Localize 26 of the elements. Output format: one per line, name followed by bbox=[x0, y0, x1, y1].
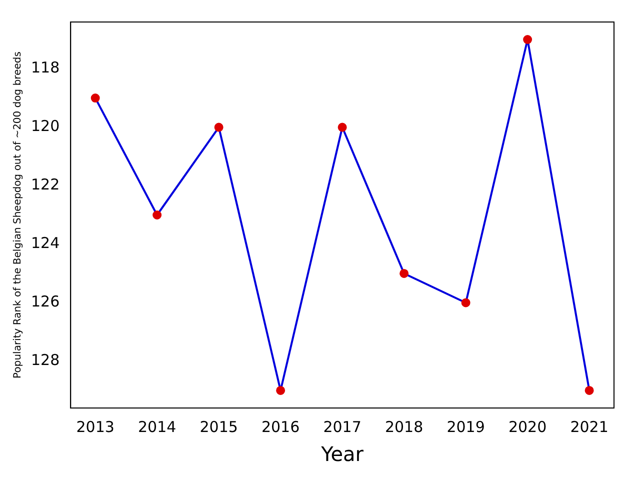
point bbox=[400, 268, 409, 278]
y-tick-label: 124 bbox=[30, 234, 60, 252]
x-tick-label: 2019 bbox=[446, 418, 485, 436]
point bbox=[338, 122, 347, 132]
x-tick-label: 2017 bbox=[323, 418, 362, 436]
x-tick-label: 2021 bbox=[570, 418, 608, 436]
x-tick-label: 2013 bbox=[76, 418, 114, 436]
point bbox=[90, 94, 100, 103]
y-tick-label: 126 bbox=[30, 292, 60, 311]
x-tick-label: 2020 bbox=[508, 418, 547, 436]
x-tick-label: 2014 bbox=[138, 418, 176, 436]
point bbox=[523, 35, 532, 44]
point bbox=[214, 122, 224, 132]
point bbox=[276, 386, 286, 395]
x-tick-label: 2016 bbox=[261, 418, 300, 436]
y-axis-title: Popularity Rank of the Belgian Sheepdog out of ~200 dog breeds bbox=[12, 52, 24, 378]
x-axis-title: Year bbox=[320, 442, 364, 466]
y-tick-label: 128 bbox=[30, 351, 60, 370]
y-tick-label: 122 bbox=[30, 176, 60, 194]
point bbox=[152, 210, 162, 220]
y-tick-label: 120 bbox=[30, 117, 60, 136]
point bbox=[461, 298, 470, 308]
y-tick-label: 118 bbox=[30, 58, 60, 77]
x-tick-label: 2018 bbox=[384, 418, 424, 436]
point bbox=[584, 386, 594, 395]
x-tick-label: 2015 bbox=[200, 418, 238, 436]
